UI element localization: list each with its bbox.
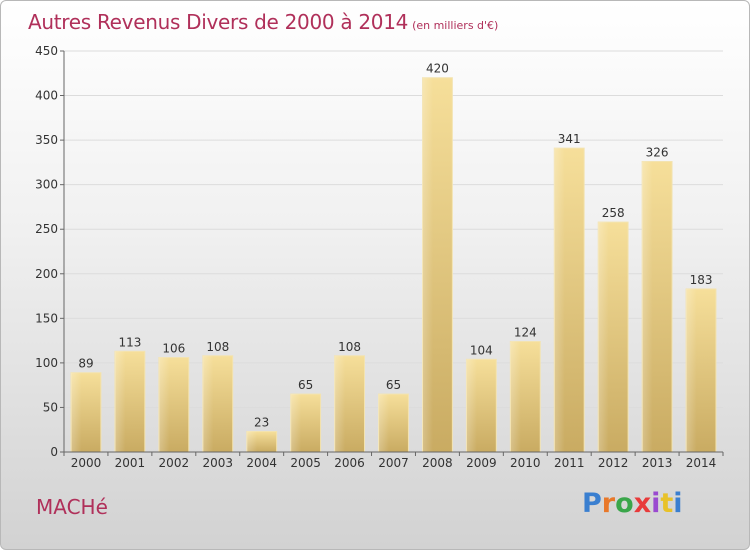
- x-tick-label: 2001: [115, 456, 146, 470]
- data-label: 108: [206, 340, 229, 354]
- y-tick-label: 200: [35, 267, 58, 281]
- data-label: 420: [426, 62, 449, 76]
- y-tick-label: 250: [35, 222, 58, 236]
- proxiti-logo[interactable]: Proxiti: [582, 488, 683, 519]
- logo-letter: r: [601, 488, 616, 519]
- data-label: 124: [514, 326, 537, 340]
- bar-highlight: [334, 355, 346, 452]
- bar-highlight: [554, 148, 565, 452]
- bar-highlight: [598, 222, 609, 452]
- data-label: 65: [298, 378, 313, 392]
- y-tick-label: 300: [35, 178, 58, 192]
- logo-letter: t: [660, 488, 674, 519]
- chart-title-text: Autres Revenus Divers de 2000 à 2014: [28, 10, 409, 34]
- x-tick-label: 2006: [334, 456, 365, 470]
- logo-letter: i: [651, 488, 661, 519]
- x-tick-label: 2000: [71, 456, 102, 470]
- x-tick-label: 2008: [422, 456, 453, 470]
- x-tick-label: 2014: [686, 456, 717, 470]
- bar-highlight: [466, 359, 477, 452]
- bar-highlight: [158, 357, 170, 452]
- bar-highlight: [642, 161, 653, 452]
- y-tick-label: 100: [35, 356, 58, 370]
- bar-highlight: [378, 394, 390, 452]
- y-tick-label: 450: [35, 44, 58, 58]
- y-tick-label: 50: [43, 400, 58, 414]
- bar-highlight: [510, 341, 521, 452]
- bar-highlight: [246, 431, 258, 452]
- data-label: 104: [470, 343, 493, 357]
- data-label: 65: [386, 378, 401, 392]
- bar-highlight: [114, 351, 126, 452]
- data-label: 258: [602, 206, 625, 220]
- data-label: 106: [162, 342, 185, 356]
- y-tick-label: 0: [50, 445, 58, 459]
- x-tick-label: 2003: [202, 456, 233, 470]
- x-tick-label: 2009: [466, 456, 497, 470]
- data-label: 113: [118, 335, 141, 349]
- bar-highlight: [686, 288, 697, 452]
- y-tick-label: 150: [35, 311, 58, 325]
- x-tick-label: 2013: [642, 456, 673, 470]
- data-label: 89: [78, 357, 93, 371]
- data-label: 108: [338, 340, 361, 354]
- bar-highlight: [71, 372, 82, 452]
- x-tick-label: 2011: [554, 456, 585, 470]
- y-tick-label: 350: [35, 133, 58, 147]
- x-tick-label: 2010: [510, 456, 541, 470]
- place-name: MACHé: [36, 495, 108, 519]
- data-label: 23: [254, 416, 269, 430]
- bar-highlight: [422, 77, 433, 452]
- chart-title: Autres Revenus Divers de 2000 à 2014 (en …: [28, 10, 498, 34]
- chart-subtitle: (en milliers d'€): [412, 19, 499, 32]
- logo-letter: o: [615, 488, 634, 519]
- bar-highlight: [290, 394, 302, 452]
- data-label: 341: [558, 132, 581, 146]
- x-tick-label: 2007: [378, 456, 409, 470]
- y-tick-label: 400: [35, 89, 58, 103]
- data-label: 326: [646, 145, 669, 159]
- logo-letter: x: [633, 488, 652, 519]
- x-tick-label: 2004: [246, 456, 277, 470]
- bar-highlight: [202, 355, 214, 452]
- logo-letter: P: [582, 488, 602, 519]
- data-label: 183: [690, 273, 713, 287]
- logo-letter: i: [673, 488, 683, 519]
- x-tick-label: 2012: [598, 456, 629, 470]
- x-tick-label: 2002: [159, 456, 190, 470]
- x-tick-label: 2005: [290, 456, 321, 470]
